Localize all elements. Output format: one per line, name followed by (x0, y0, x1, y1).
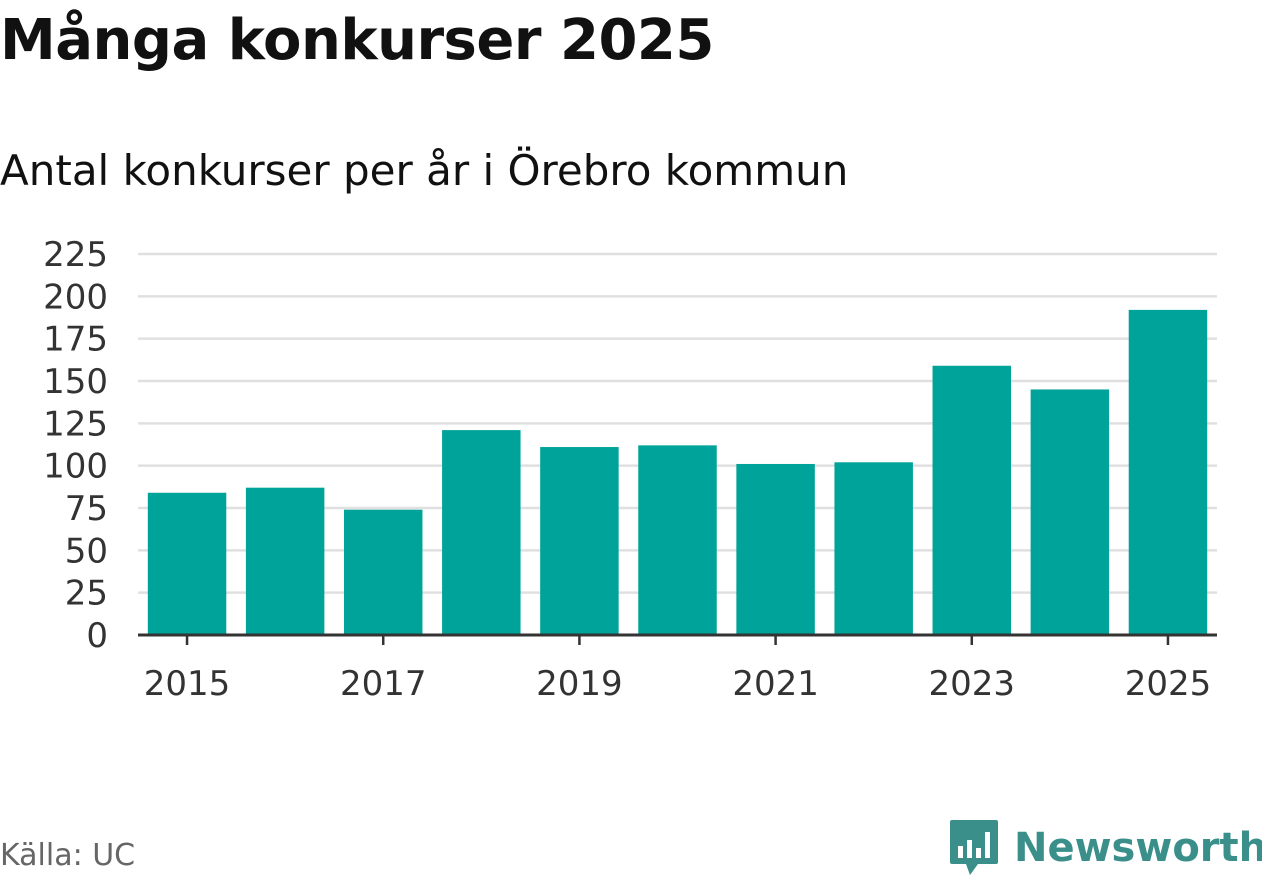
axes (138, 633, 1217, 645)
newsworthy-brand: Newsworthy (948, 818, 1262, 878)
bar-2020 (638, 445, 717, 635)
chart-subtitle: Antal konkurser per år i Örebro kommun (0, 146, 849, 195)
y-tick-label-0: 0 (86, 616, 108, 656)
bar-2025 (1128, 309, 1208, 635)
newsworthy-logo-icon (950, 820, 998, 875)
y-tick-label-150: 150 (43, 362, 108, 402)
y-tick-label-225: 225 (43, 235, 108, 275)
x-tick-label-2017: 2017 (340, 664, 427, 704)
chart-title: Många konkurser 2025 (0, 8, 714, 73)
bar-2024 (1030, 389, 1110, 635)
bar-2022 (834, 462, 913, 635)
bar-2023 (932, 365, 1012, 635)
x-tick-label-2023: 2023 (929, 664, 1016, 704)
bar-2021 (736, 463, 815, 635)
bar-2016 (245, 487, 325, 635)
bar-2017 (343, 509, 423, 635)
x-tick-label-2025: 2025 (1125, 664, 1212, 704)
y-tick-label-200: 200 (43, 277, 108, 317)
x-tick-label-2015: 2015 (144, 664, 231, 704)
y-tick-label-75: 75 (65, 489, 108, 529)
y-tick-label-100: 100 (43, 447, 108, 487)
bar-2019 (540, 447, 619, 635)
y-tick-label-125: 125 (43, 404, 108, 444)
bar-2015 (147, 492, 227, 635)
bars (147, 309, 1208, 635)
bar-2018 (442, 430, 521, 635)
y-tick-label-175: 175 (43, 320, 108, 360)
x-tick-label-2019: 2019 (536, 664, 623, 704)
x-tick-label-2021: 2021 (732, 664, 819, 704)
source-note: Källa: UC (0, 838, 136, 873)
y-tick-label-50: 50 (65, 531, 108, 571)
brand-name: Newsworthy (1014, 825, 1262, 871)
y-tick-label-25: 25 (65, 574, 108, 614)
